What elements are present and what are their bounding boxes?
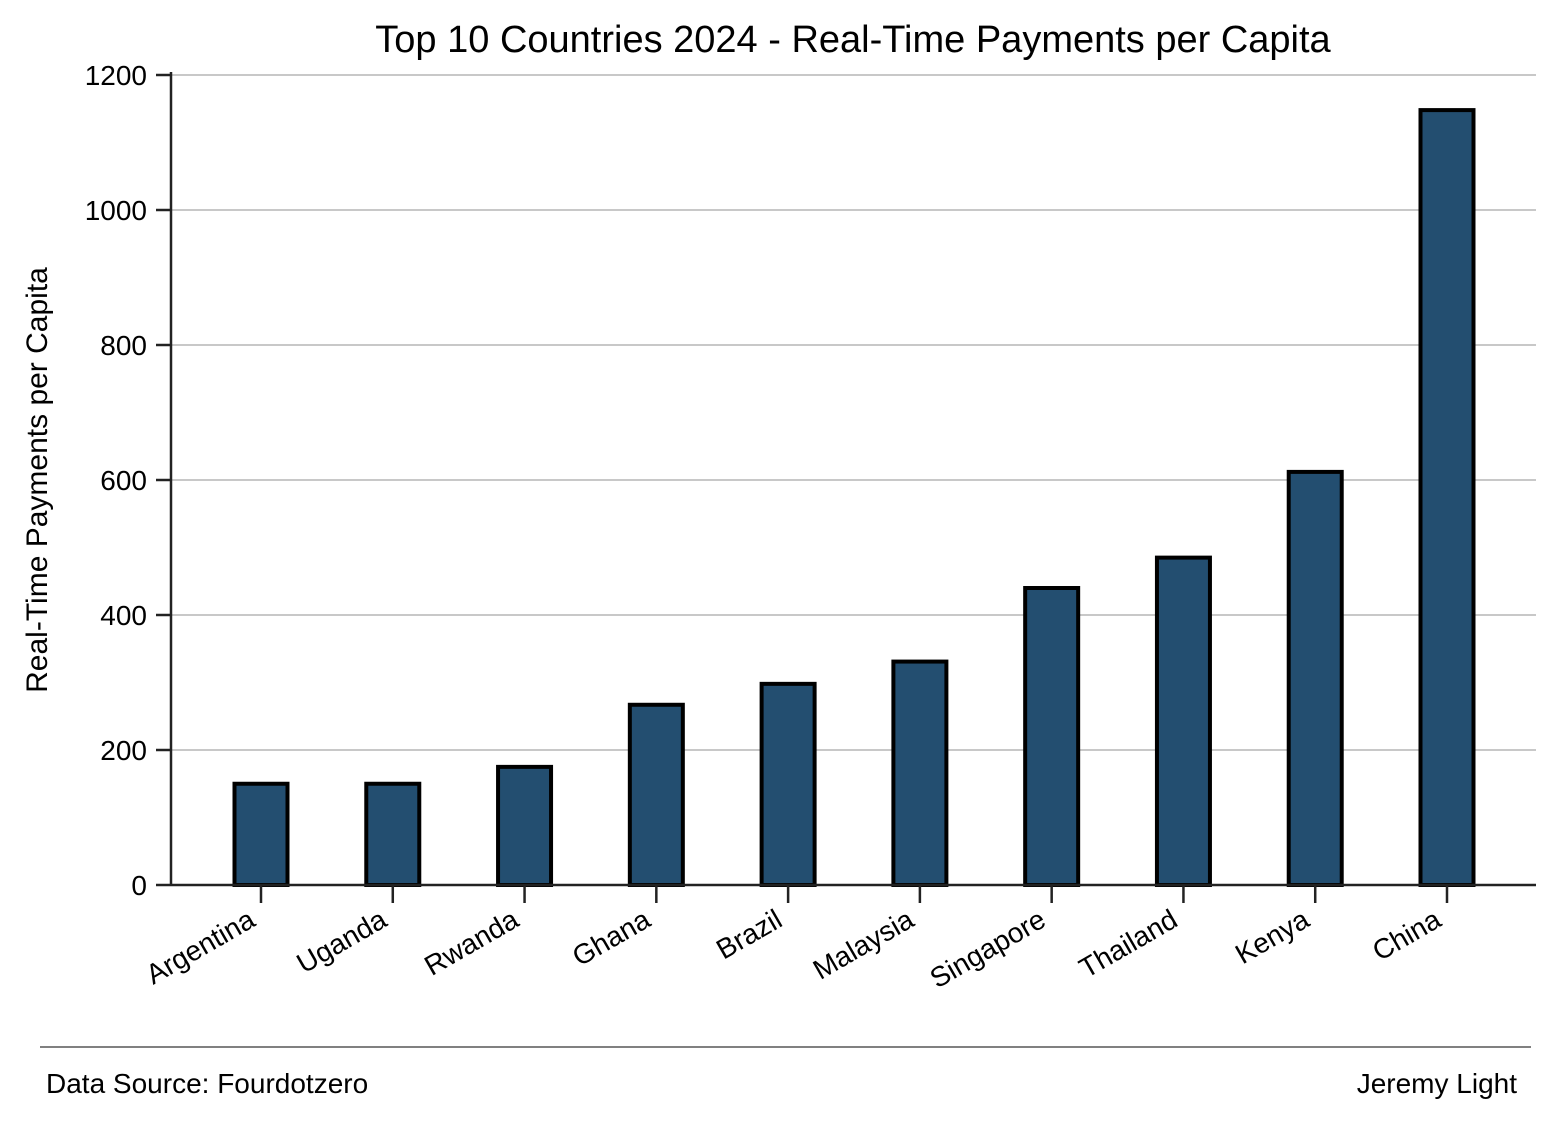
bar-china	[1418, 108, 1476, 888]
y-tick-label: 200	[100, 735, 147, 766]
y-tick-label: 400	[100, 600, 147, 631]
bar-kenya	[1286, 469, 1344, 887]
bar-thailand	[1154, 555, 1212, 887]
x-tick-label: Brazil	[711, 903, 787, 965]
author-credit: Jeremy Light	[1356, 1068, 1517, 1099]
x-tick-label: Argentina	[141, 903, 261, 990]
y-axis-label: Real-Time Payments per Capita	[21, 267, 54, 693]
bar-malaysia	[891, 659, 949, 888]
bar-argentina	[232, 781, 290, 887]
bar-brazil	[759, 681, 817, 887]
y-tick-label: 1000	[85, 195, 147, 226]
x-tick-label: Rwanda	[419, 903, 524, 981]
x-tick-label: Ghana	[567, 903, 656, 972]
bar-rwanda	[496, 764, 554, 887]
x-ticks: Argentina Uganda Rwanda Ghana Brazil Malaysia…	[141, 885, 1449, 994]
y-tick-label: 0	[131, 870, 147, 901]
x-tick-label: Malaysia	[808, 903, 920, 985]
bar-uganda	[364, 781, 422, 887]
x-tick-label: China	[1367, 903, 1446, 967]
data-source-note: Data Source: Fourdotzero	[46, 1068, 369, 1099]
x-tick-label: Uganda	[291, 903, 392, 979]
x-tick-label: Thailand	[1074, 903, 1183, 984]
y-tick-label: 800	[100, 330, 147, 361]
bar-chart: Top 10 Countries 2024 - Real-Time Paymen…	[21, 19, 1536, 994]
bars	[232, 108, 1476, 888]
footer-divider	[40, 1046, 1531, 1048]
chart-title: Top 10 Countries 2024 - Real-Time Paymen…	[375, 19, 1331, 61]
y-tick-label: 1200	[85, 60, 147, 91]
x-tick-label: Kenya	[1230, 903, 1315, 970]
x-tick-label: Singapore	[925, 903, 1051, 994]
bar-singapore	[1023, 586, 1081, 887]
y-ticks: 0 200 400 600 800 1000 1200	[85, 60, 171, 901]
y-tick-label: 600	[100, 465, 147, 496]
bar-ghana	[627, 702, 685, 888]
